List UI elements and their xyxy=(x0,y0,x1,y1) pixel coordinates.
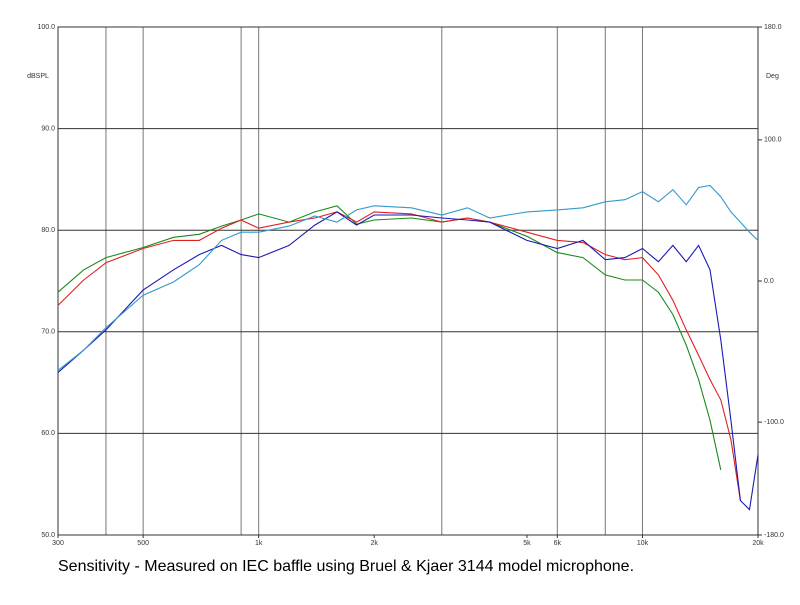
x-tick-label: 500 xyxy=(137,540,149,547)
y-tick-label: 80.0 xyxy=(41,227,55,234)
y2-tick-label: -180.0 xyxy=(764,532,784,539)
y-tick-label: 100.0 xyxy=(37,24,55,31)
x-tick-label: 10k xyxy=(637,540,649,547)
response-line xyxy=(57,211,759,511)
y2-tick-label: 100.0 xyxy=(764,137,782,144)
x-tick-label: 2k xyxy=(371,540,379,547)
y2-tick-label: -100.0 xyxy=(764,419,784,426)
response-line xyxy=(57,205,722,471)
caption: Sensitivity - Measured on IEC baffle usi… xyxy=(58,558,634,575)
y2-tick-label: 0.0 xyxy=(764,278,774,285)
x-tick-label: 1k xyxy=(255,540,263,547)
x-tick-label: 6k xyxy=(554,540,562,547)
x-tick-label: 20k xyxy=(752,540,764,547)
y-tick-label: 90.0 xyxy=(41,125,55,132)
y-tick-label: 50.0 xyxy=(41,532,55,539)
x-tick-label: 5k xyxy=(523,540,531,547)
response-line xyxy=(57,211,741,501)
y-tick-label: 60.0 xyxy=(41,430,55,437)
y-axis-label: dBSPL xyxy=(27,73,49,80)
y2-axis-label: Deg xyxy=(766,73,779,80)
y2-tick-label: 180.0 xyxy=(764,24,782,31)
plot-frame xyxy=(57,26,759,536)
y-tick-label: 70.0 xyxy=(41,329,55,336)
response-line xyxy=(57,184,759,371)
x-tick-label: 300 xyxy=(52,540,64,547)
